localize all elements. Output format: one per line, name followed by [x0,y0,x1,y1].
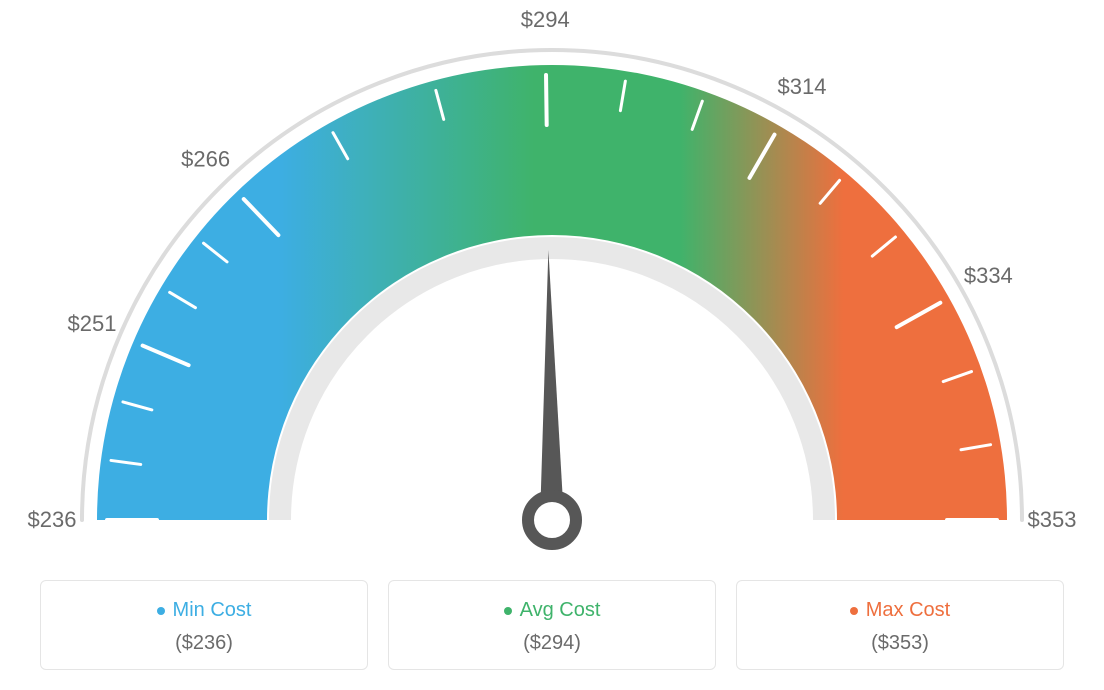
legend-value-min: ($236) [51,632,357,655]
dot-icon [157,607,165,615]
legend-card-min: Min Cost ($236) [40,580,368,670]
dot-icon [504,607,512,615]
legend-title-max: Max Cost [850,599,950,622]
svg-text:$294: $294 [521,7,570,32]
svg-text:$353: $353 [1028,507,1077,532]
legend-row: Min Cost ($236) Avg Cost ($294) Max Cost… [40,580,1064,670]
legend-card-max: Max Cost ($353) [736,580,1064,670]
legend-value-avg: ($294) [399,632,705,655]
legend-label-avg: Avg Cost [520,599,601,622]
legend-title-min: Min Cost [157,599,252,622]
gauge-chart: $236 $251 $266 $294 $314 $334 $353 [0,0,1104,560]
svg-text:$266: $266 [181,146,230,171]
svg-text:$314: $314 [778,74,827,99]
legend-label-max: Max Cost [866,599,950,622]
dot-icon [850,607,858,615]
legend-value-max: ($353) [747,632,1053,655]
legend-card-avg: Avg Cost ($294) [388,580,716,670]
legend-label-min: Min Cost [173,599,252,622]
svg-text:$334: $334 [964,263,1013,288]
legend-title-avg: Avg Cost [504,599,601,622]
svg-text:$251: $251 [68,311,117,336]
svg-text:$236: $236 [28,507,77,532]
cost-gauge-widget: $236 $251 $266 $294 $314 $334 $353 Min Cost ($… [0,0,1104,690]
